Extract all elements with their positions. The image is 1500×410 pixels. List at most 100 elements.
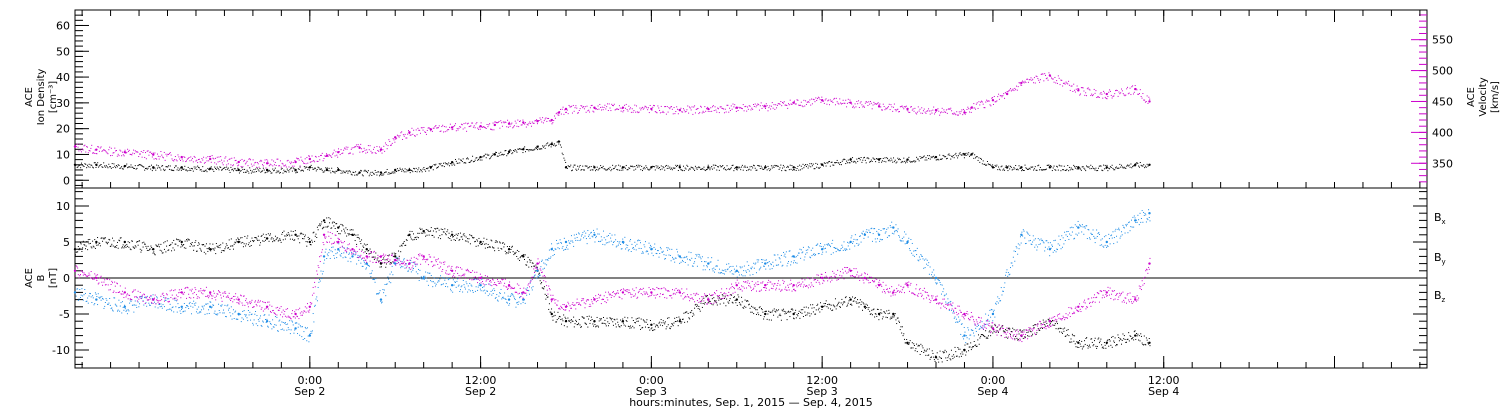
velocity-sample: [1143, 99, 1145, 101]
velocity-sample: [649, 104, 651, 106]
velocity-sample: [115, 150, 117, 152]
bx-sample: [372, 256, 374, 258]
bx-sample: [567, 317, 569, 319]
velocity-point: [358, 146, 361, 150]
bx-sample: [227, 247, 229, 249]
velocity-sample: [579, 108, 581, 110]
bx-sample: [283, 230, 285, 232]
density-sample: [332, 170, 334, 172]
density-sample: [856, 158, 858, 160]
velocity-sample: [486, 124, 488, 126]
density-sample: [682, 165, 684, 167]
bx-sample: [1129, 335, 1131, 337]
by-sample: [340, 255, 342, 257]
by-sample: [173, 298, 175, 300]
velocity-sample: [986, 100, 988, 102]
velocity-sample: [75, 144, 76, 146]
by-sample: [277, 330, 279, 332]
velocity-sample: [657, 105, 659, 107]
bx-sample: [499, 241, 501, 243]
density-sample: [418, 167, 420, 169]
bx-sample: [183, 243, 185, 245]
by-sample: [232, 309, 234, 311]
bx-sample: [963, 350, 965, 352]
density-sample: [136, 167, 138, 169]
bottom-ylabel-line-2: B: [36, 274, 47, 281]
density-sample: [1003, 168, 1005, 170]
density-sample: [468, 162, 470, 164]
by-point: [209, 305, 212, 308]
bx-sample: [660, 319, 662, 321]
bx-sample: [387, 255, 389, 257]
velocity-sample: [174, 156, 176, 158]
density-sample: [314, 167, 316, 169]
density-sample: [548, 144, 550, 146]
bx-sample: [361, 239, 363, 241]
bx-sample: [550, 311, 552, 313]
velocity-sample: [682, 111, 684, 113]
bx-sample: [95, 243, 97, 245]
bx-sample: [859, 302, 861, 304]
by-sample: [279, 324, 281, 326]
by-sample: [290, 329, 292, 331]
bx-sample: [759, 306, 761, 308]
bx-sample: [940, 358, 942, 360]
bx-sample: [893, 316, 895, 318]
density-sample: [678, 165, 680, 167]
velocity-sample: [1027, 78, 1029, 80]
bx-sample: [184, 240, 186, 242]
bx-sample: [683, 312, 685, 314]
velocity-sample: [560, 108, 562, 110]
density-sample: [1106, 164, 1108, 166]
bx-sample: [192, 245, 194, 247]
density-sample: [980, 158, 982, 160]
by-sample: [163, 306, 165, 308]
bx-sample: [937, 358, 939, 360]
density-sample: [362, 175, 364, 177]
bx-sample: [970, 349, 972, 351]
bx-sample: [585, 323, 587, 325]
by-sample: [268, 314, 270, 316]
by-sample: [326, 258, 328, 260]
velocity-sample: [671, 106, 673, 108]
bx-sample: [173, 239, 175, 241]
density-sample: [344, 172, 346, 174]
velocity-sample: [691, 106, 693, 108]
bx-sample: [793, 318, 795, 320]
bx-sample: [467, 241, 469, 243]
bx-sample: [924, 350, 926, 352]
velocity-sample: [266, 159, 268, 161]
by-sample: [283, 329, 285, 331]
density-sample: [127, 167, 129, 169]
density-sample: [98, 165, 100, 167]
bx-sample: [532, 262, 534, 264]
velocity-sample: [784, 104, 786, 106]
density-sample: [735, 168, 737, 170]
density-sample: [741, 166, 743, 168]
density-sample: [86, 164, 88, 166]
bx-sample: [216, 245, 218, 247]
velocity-sample: [521, 124, 523, 126]
density-sample: [1126, 164, 1128, 166]
bx-sample: [342, 225, 344, 227]
density-sample: [328, 167, 330, 169]
bx-sample: [227, 247, 229, 249]
bx-sample: [706, 295, 708, 297]
by-sample: [87, 302, 89, 304]
velocity-sample: [768, 107, 770, 109]
bx-sample: [114, 245, 116, 247]
density-sample: [434, 164, 436, 166]
by-sample: [150, 296, 152, 298]
density-sample: [685, 168, 687, 170]
bx-sample: [189, 245, 191, 247]
bx-sample: [980, 334, 982, 336]
density-sample: [281, 167, 283, 169]
bx-sample: [126, 244, 128, 246]
by-sample: [356, 256, 358, 258]
density-sample: [269, 170, 271, 172]
bx-sample: [1102, 346, 1104, 348]
by-sample: [181, 308, 183, 310]
by-sample: [92, 297, 94, 299]
by-sample: [182, 311, 184, 313]
velocity-sample: [987, 100, 989, 102]
